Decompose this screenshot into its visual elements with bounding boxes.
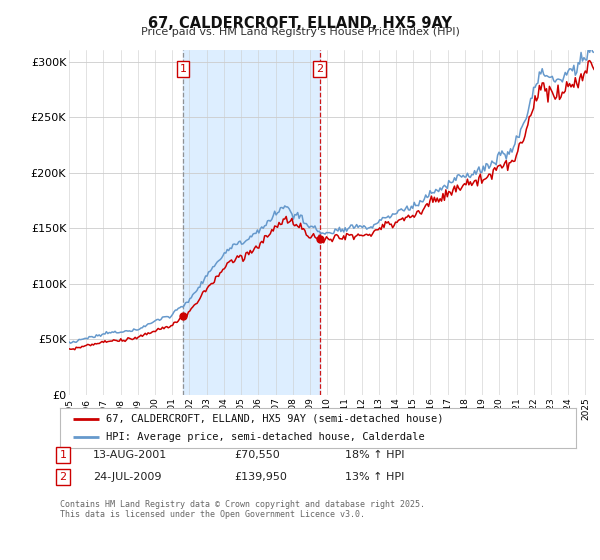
Text: 67, CALDERCROFT, ELLAND, HX5 9AY: 67, CALDERCROFT, ELLAND, HX5 9AY [148,16,452,31]
Text: 1: 1 [179,64,187,74]
Text: 2: 2 [59,472,67,482]
Text: 18% ↑ HPI: 18% ↑ HPI [345,450,404,460]
Text: Contains HM Land Registry data © Crown copyright and database right 2025.
This d: Contains HM Land Registry data © Crown c… [60,500,425,519]
Text: 2: 2 [316,64,323,74]
Text: 67, CALDERCROFT, ELLAND, HX5 9AY (semi-detached house): 67, CALDERCROFT, ELLAND, HX5 9AY (semi-d… [106,414,444,423]
Text: 13% ↑ HPI: 13% ↑ HPI [345,472,404,482]
Text: Price paid vs. HM Land Registry's House Price Index (HPI): Price paid vs. HM Land Registry's House … [140,27,460,37]
Text: HPI: Average price, semi-detached house, Calderdale: HPI: Average price, semi-detached house,… [106,432,425,442]
Text: 1: 1 [59,450,67,460]
Text: 13-AUG-2001: 13-AUG-2001 [93,450,167,460]
Bar [183,50,320,395]
Text: £70,550: £70,550 [234,450,280,460]
Text: 24-JUL-2009: 24-JUL-2009 [93,472,161,482]
Text: £139,950: £139,950 [234,472,287,482]
